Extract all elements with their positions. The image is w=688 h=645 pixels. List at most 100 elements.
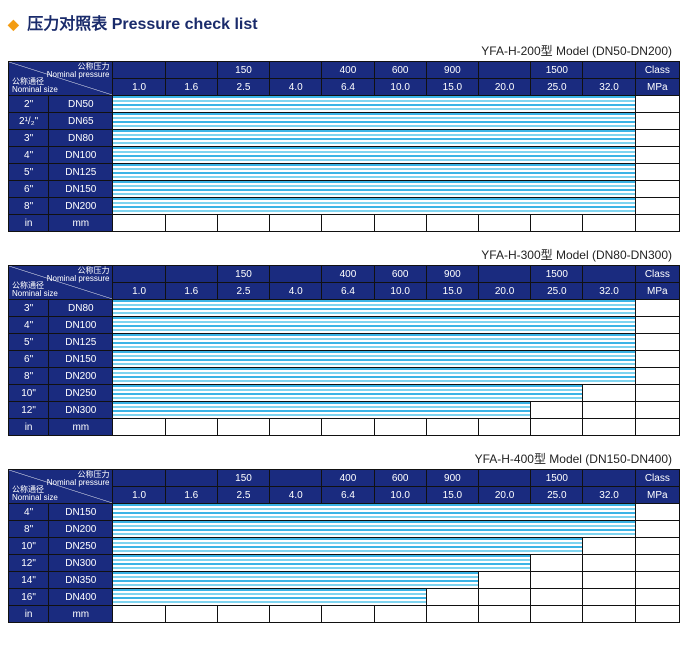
mpa-value: 25.0 xyxy=(531,283,583,300)
mpa-value: 4.0 xyxy=(270,79,322,96)
size-mm: DN100 xyxy=(49,147,113,164)
right-blank xyxy=(635,589,679,606)
pressure-bar xyxy=(113,181,635,198)
size-mm: DN150 xyxy=(49,181,113,198)
pressure-bar xyxy=(113,164,635,181)
size-mm: DN250 xyxy=(49,385,113,402)
pressure-bar xyxy=(113,589,426,606)
diagonal-header: 公称压力Nominal pressure公称通径Nominal size xyxy=(9,266,113,300)
class-value xyxy=(478,266,530,283)
right-blank xyxy=(635,402,679,419)
class-value xyxy=(270,470,322,487)
size-mm: DN300 xyxy=(49,402,113,419)
size-mm: DN100 xyxy=(49,317,113,334)
model-label: YFA-H-400型 Model (DN150-DN400) xyxy=(8,450,680,467)
class-value: 1500 xyxy=(531,470,583,487)
size-in: 14" xyxy=(9,572,49,589)
class-value: 600 xyxy=(374,470,426,487)
table-row: 10"DN250 xyxy=(9,538,680,555)
pressure-bar xyxy=(113,198,635,215)
footer-blank xyxy=(635,419,679,436)
pressure-bar xyxy=(113,113,635,130)
right-blank xyxy=(635,521,679,538)
footer-blank xyxy=(531,606,583,623)
table-row: 16"DN400 xyxy=(9,589,680,606)
pressure-table: YFA-H-200型 Model (DN50-DN200)公称压力Nominal… xyxy=(8,42,680,232)
pressure-bar xyxy=(113,147,635,164)
class-value xyxy=(583,62,635,79)
class-value: 150 xyxy=(217,266,269,283)
pressure-table: YFA-H-300型 Model (DN80-DN300)公称压力Nominal… xyxy=(8,246,680,436)
pressure-bar xyxy=(113,317,635,334)
mpa-value: 4.0 xyxy=(270,487,322,504)
table-row: 8"DN200 xyxy=(9,198,680,215)
class-label: Class xyxy=(635,266,679,283)
right-blank xyxy=(635,181,679,198)
empty-cell xyxy=(478,589,530,606)
mpa-value: 20.0 xyxy=(478,79,530,96)
table-row: 3"DN80 xyxy=(9,130,680,147)
footer-blank xyxy=(217,606,269,623)
empty-cell xyxy=(478,572,530,589)
empty-cell xyxy=(583,385,635,402)
size-in: 4" xyxy=(9,504,49,521)
size-mm: DN150 xyxy=(49,504,113,521)
footer-blank xyxy=(322,215,374,232)
unit-in-label: in xyxy=(9,419,49,436)
class-value xyxy=(113,62,165,79)
size-mm: DN250 xyxy=(49,538,113,555)
right-blank xyxy=(635,300,679,317)
size-mm: DN80 xyxy=(49,130,113,147)
mpa-value: 1.6 xyxy=(165,487,217,504)
size-in: 2¹/₂" xyxy=(9,113,49,130)
table-row: 3"DN80 xyxy=(9,300,680,317)
table-row: 2"DN50 xyxy=(9,96,680,113)
footer-blank xyxy=(635,606,679,623)
size-mm: DN350 xyxy=(49,572,113,589)
title-en: Pressure check list xyxy=(112,16,258,33)
size-in: 4" xyxy=(9,317,49,334)
class-value xyxy=(165,62,217,79)
pressure-bar xyxy=(113,385,583,402)
table-row: 4"DN150 xyxy=(9,504,680,521)
table-row: 5"DN125 xyxy=(9,334,680,351)
table-row: 8"DN200 xyxy=(9,368,680,385)
class-value xyxy=(165,266,217,283)
class-value xyxy=(270,266,322,283)
pressure-check-table: 公称压力Nominal pressure公称通径Nominal size1504… xyxy=(8,61,680,232)
footer-blank xyxy=(426,606,478,623)
footer-blank xyxy=(270,419,322,436)
right-blank xyxy=(635,147,679,164)
mpa-label: MPa xyxy=(635,487,679,504)
footer-blank xyxy=(165,215,217,232)
size-mm: DN65 xyxy=(49,113,113,130)
pressure-bar xyxy=(113,402,531,419)
footer-blank xyxy=(426,419,478,436)
class-value xyxy=(478,62,530,79)
mpa-value: 10.0 xyxy=(374,283,426,300)
mpa-value: 25.0 xyxy=(531,487,583,504)
mpa-value: 6.4 xyxy=(322,79,374,96)
empty-cell xyxy=(531,555,583,572)
mpa-value: 20.0 xyxy=(478,283,530,300)
right-blank xyxy=(635,130,679,147)
right-blank xyxy=(635,504,679,521)
unit-in-label: in xyxy=(9,606,49,623)
class-value xyxy=(113,266,165,283)
size-mm: DN300 xyxy=(49,555,113,572)
class-value xyxy=(270,62,322,79)
size-in: 6" xyxy=(9,351,49,368)
size-in: 5" xyxy=(9,164,49,181)
unit-mm-label: mm xyxy=(49,606,113,623)
size-in: 4" xyxy=(9,147,49,164)
empty-cell xyxy=(531,572,583,589)
mpa-value: 6.4 xyxy=(322,283,374,300)
footer-blank xyxy=(374,606,426,623)
unit-mm-label: mm xyxy=(49,215,113,232)
table-row: 12"DN300 xyxy=(9,402,680,419)
size-mm: DN125 xyxy=(49,164,113,181)
class-value: 400 xyxy=(322,470,374,487)
footer-blank xyxy=(113,419,165,436)
class-value: 1500 xyxy=(531,266,583,283)
class-value: 150 xyxy=(217,62,269,79)
